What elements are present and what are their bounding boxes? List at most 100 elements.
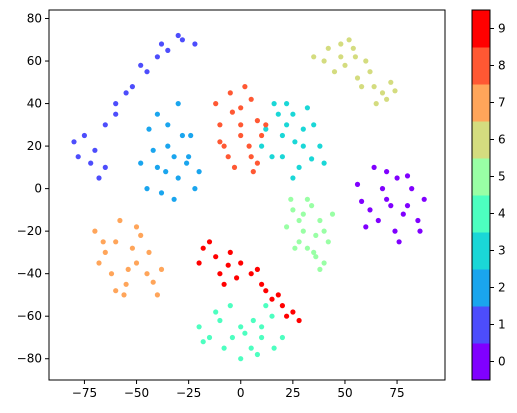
y-tick-label: −40: [17, 267, 42, 281]
point-class-5: [317, 266, 323, 272]
point-class-7: [138, 232, 144, 238]
point-class-8: [259, 132, 265, 139]
point-class-5: [304, 196, 310, 202]
point-class-1: [158, 41, 165, 47]
point-class-7: [133, 224, 140, 230]
point-class-9: [279, 303, 285, 309]
point-class-0: [394, 175, 400, 181]
x-tick-label: 50: [337, 386, 352, 400]
point-class-0: [379, 186, 386, 192]
point-class-9: [259, 281, 265, 287]
point-class-6: [338, 41, 344, 47]
point-class-6: [373, 101, 379, 107]
point-class-2: [146, 126, 152, 132]
colorbar-segment-5: [472, 158, 490, 196]
point-class-1: [192, 41, 198, 47]
point-class-2: [175, 101, 181, 107]
point-class-0: [404, 173, 411, 179]
point-class-6: [367, 69, 373, 75]
point-class-5: [290, 207, 296, 213]
point-class-0: [400, 211, 406, 217]
point-class-2: [165, 143, 171, 149]
point-class-1: [144, 69, 150, 75]
point-class-1: [75, 154, 81, 160]
point-class-2: [154, 111, 160, 117]
point-class-8: [263, 122, 269, 128]
point-class-4: [196, 324, 202, 330]
point-class-0: [417, 228, 423, 234]
point-class-0: [354, 181, 361, 187]
point-class-9: [238, 260, 244, 266]
point-class-8: [231, 164, 238, 170]
point-class-5: [325, 239, 331, 245]
x-tick-label: 0: [237, 386, 245, 400]
point-class-9: [213, 254, 219, 260]
point-class-6: [342, 62, 348, 68]
x-tick-label: 25: [285, 386, 300, 400]
point-class-2: [171, 196, 177, 202]
point-class-6: [346, 37, 352, 43]
point-class-4: [248, 345, 254, 351]
colorbar-segment-8: [472, 47, 490, 85]
point-class-9: [196, 260, 202, 266]
point-class-4: [213, 309, 219, 315]
x-tick-label: −50: [124, 386, 149, 400]
point-class-6: [321, 58, 327, 64]
point-class-4: [259, 334, 265, 341]
point-class-4: [217, 317, 223, 324]
point-class-8: [225, 154, 231, 160]
point-class-2: [184, 160, 190, 166]
y-tick-label: −80: [17, 352, 42, 366]
x-tick-label: 75: [389, 386, 404, 400]
point-class-5: [313, 254, 319, 260]
point-class-5: [309, 203, 315, 209]
point-class-2: [163, 169, 169, 175]
point-class-1: [102, 164, 108, 170]
point-class-3: [296, 164, 302, 170]
point-class-8: [238, 105, 244, 111]
point-class-1: [96, 175, 102, 181]
point-class-0: [421, 196, 427, 202]
point-class-4: [269, 313, 275, 319]
point-class-8: [238, 132, 244, 139]
point-class-9: [254, 266, 260, 272]
colorbar-tick-label: 1: [498, 318, 506, 332]
point-class-7: [154, 292, 160, 298]
colorbar-tick-label: 2: [498, 281, 506, 295]
point-class-8: [217, 122, 223, 128]
point-class-9: [296, 317, 302, 324]
point-class-8: [217, 139, 223, 145]
point-class-5: [300, 211, 306, 217]
point-class-6: [331, 69, 338, 75]
point-class-1: [102, 122, 108, 128]
point-class-3: [304, 105, 310, 111]
point-class-9: [200, 245, 206, 251]
point-class-2: [179, 132, 185, 139]
point-class-8: [250, 169, 256, 175]
colorbar-tick-label: 9: [498, 22, 506, 36]
point-class-3: [284, 101, 290, 107]
scatter-points: [71, 32, 427, 362]
point-class-1: [129, 84, 135, 90]
point-class-7: [92, 228, 98, 234]
point-class-2: [150, 147, 156, 153]
point-class-4: [279, 334, 285, 341]
point-class-1: [179, 37, 185, 43]
point-class-1: [113, 101, 119, 107]
point-class-7: [100, 239, 106, 245]
point-class-0: [384, 196, 390, 202]
point-class-7: [133, 260, 140, 266]
point-class-6: [363, 58, 369, 64]
point-class-4: [263, 303, 269, 309]
point-class-1: [175, 32, 181, 39]
point-class-7: [113, 239, 119, 245]
point-class-9: [234, 275, 240, 281]
point-class-6: [350, 45, 356, 51]
point-class-8: [248, 96, 254, 102]
point-class-7: [113, 288, 119, 294]
colorbar-segment-7: [472, 84, 490, 122]
point-class-5: [304, 245, 310, 251]
point-class-4: [206, 334, 213, 341]
point-class-1: [123, 90, 129, 96]
colorbar-segment-2: [472, 269, 490, 307]
